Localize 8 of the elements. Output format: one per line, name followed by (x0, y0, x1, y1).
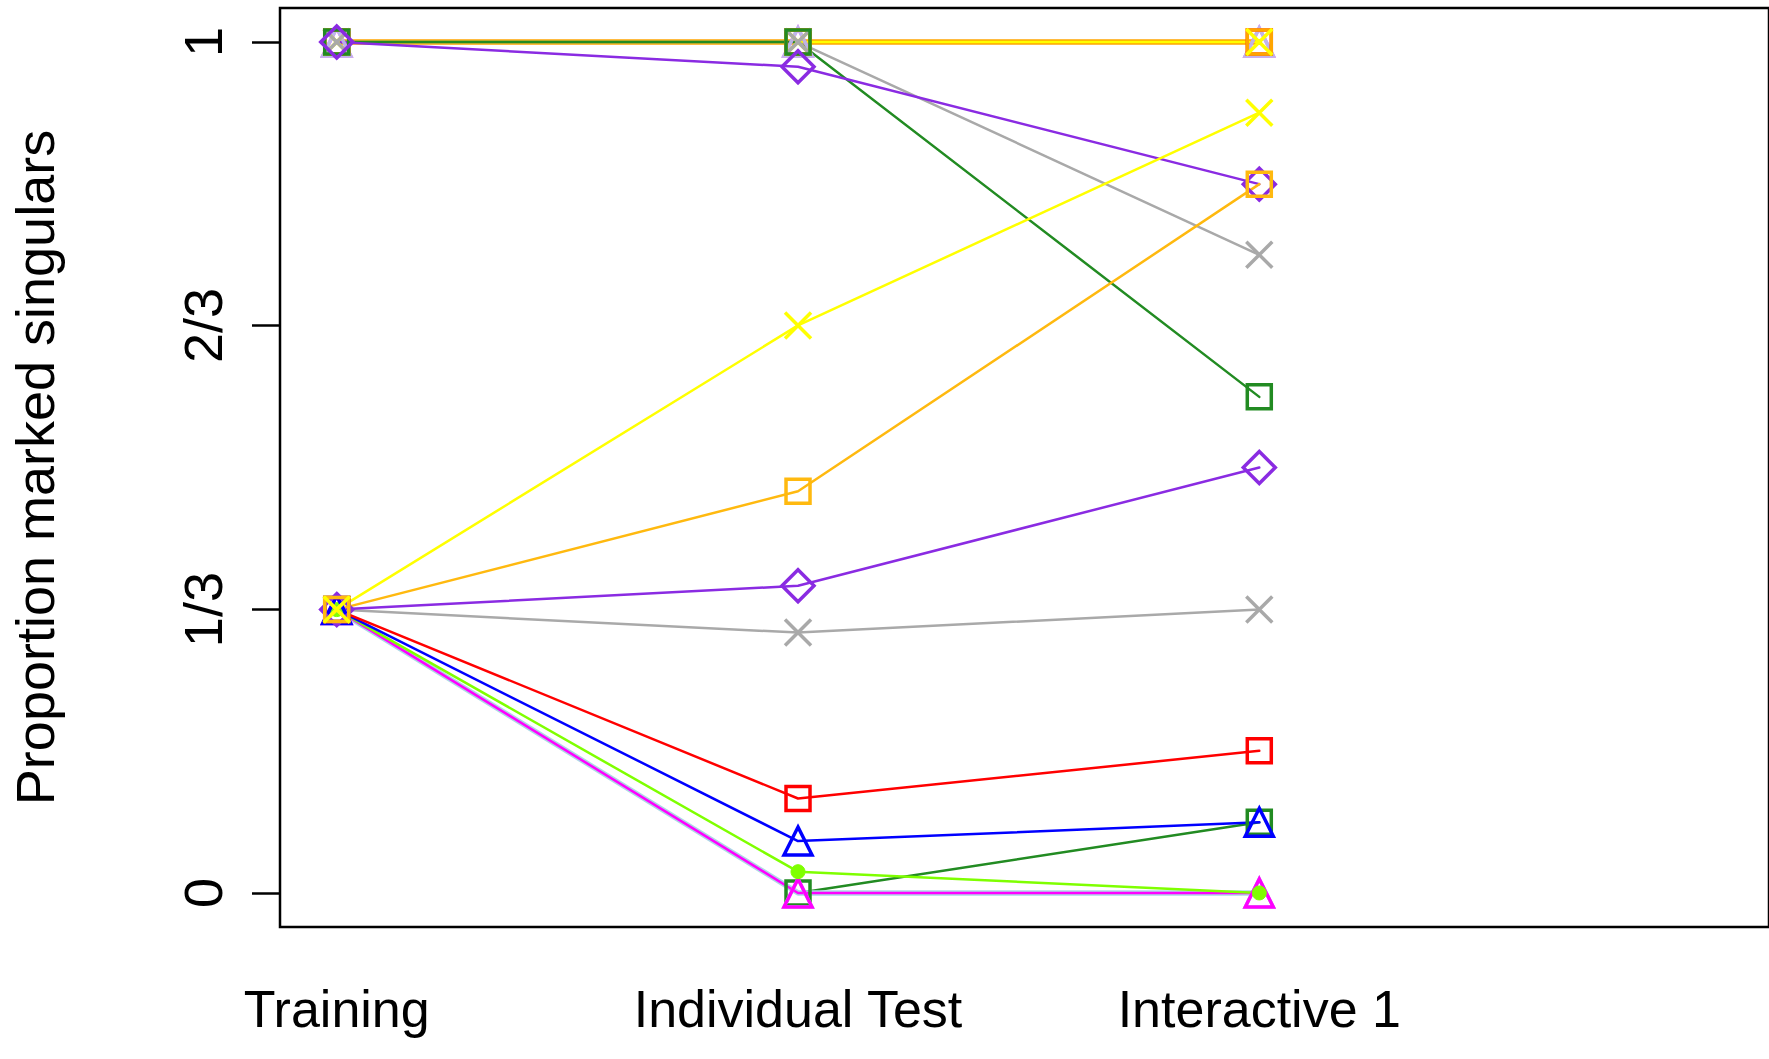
y-tick-label: 2/3 (173, 287, 233, 363)
x-tick-label: Training (243, 980, 430, 1038)
y-tick-label: 0 (173, 877, 233, 908)
y-axis-title: Proportion marked singulars (5, 129, 65, 806)
x-tick-label: Individual Test (633, 980, 963, 1038)
y-tick-label: 1/3 (173, 572, 233, 648)
x-tick-label: Interactive 1 (1117, 980, 1401, 1038)
y-tick-label: 1 (173, 27, 233, 58)
